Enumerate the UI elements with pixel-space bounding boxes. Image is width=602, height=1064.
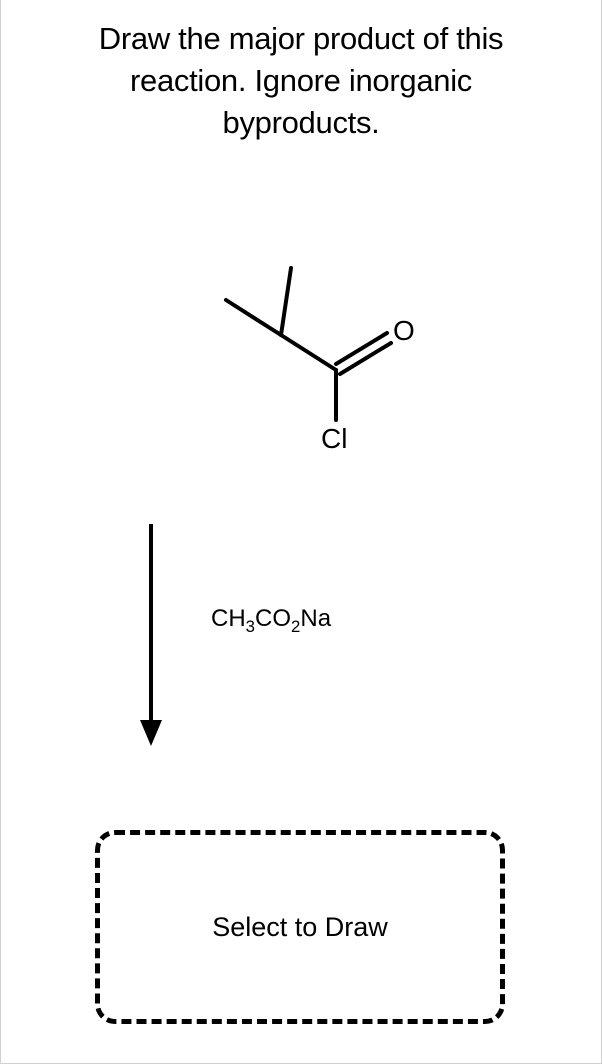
- prompt-line-2: reaction. Ignore inorganic: [51, 60, 551, 102]
- reagent-formula: CH3CO2Na: [211, 605, 331, 637]
- reagent-part-4: 2: [291, 617, 300, 636]
- reagent-part-2: 3: [246, 617, 255, 636]
- reagent-part-1: CH: [211, 605, 246, 632]
- question-prompt: Draw the major product of this reaction.…: [1, 0, 601, 144]
- prompt-line-3: byproducts.: [51, 102, 551, 144]
- reaction-arrow: [111, 520, 191, 750]
- molecule-svg: O Cl: [151, 250, 451, 470]
- oxygen-label: O: [393, 315, 415, 346]
- draw-answer-box[interactable]: Select to Draw: [95, 830, 505, 1024]
- reagent-part-5: Na: [300, 605, 331, 632]
- draw-box-label: Select to Draw: [212, 912, 388, 943]
- reactant-structure: O Cl: [1, 240, 601, 480]
- prompt-line-1: Draw the major product of this: [51, 18, 551, 60]
- chlorine-label: Cl: [321, 423, 347, 454]
- reagent-part-3: CO: [255, 605, 291, 632]
